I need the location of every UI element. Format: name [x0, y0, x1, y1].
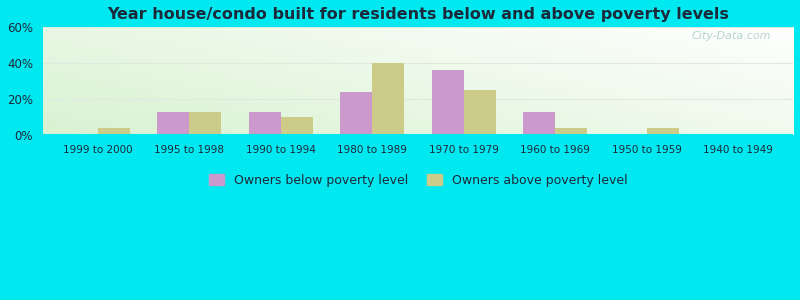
Text: City-Data.com: City-Data.com — [691, 31, 770, 40]
Bar — [738, 134, 770, 135]
Bar — [646, 128, 678, 135]
Bar — [189, 112, 221, 135]
Legend: Owners below poverty level, Owners above poverty level: Owners below poverty level, Owners above… — [203, 169, 632, 192]
Bar — [157, 112, 189, 135]
Title: Year house/condo built for residents below and above poverty levels: Year house/condo built for residents bel… — [107, 7, 729, 22]
Bar — [464, 90, 496, 135]
Bar — [555, 128, 587, 135]
Bar — [340, 92, 372, 135]
Bar — [281, 117, 313, 135]
Bar — [431, 70, 464, 135]
Bar — [98, 128, 130, 135]
Bar — [249, 112, 281, 135]
Bar — [523, 112, 555, 135]
Bar — [372, 63, 404, 135]
